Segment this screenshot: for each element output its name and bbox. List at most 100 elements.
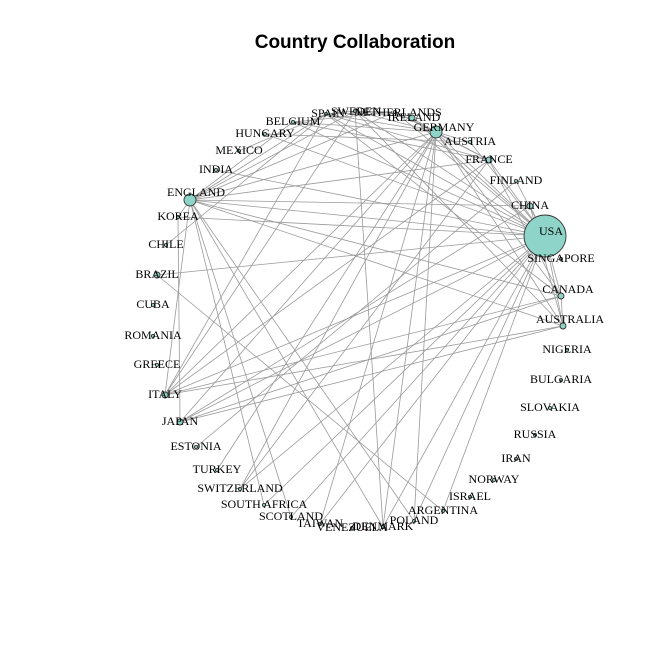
node-poland	[411, 518, 417, 524]
edge-england-spain	[189, 113, 327, 201]
node-brazil	[153, 271, 161, 279]
node-spain	[323, 111, 329, 117]
edge-chile-spain	[165, 113, 327, 246]
label-canada: CANADA	[542, 282, 594, 296]
label-denmark: DENMARK	[353, 519, 414, 533]
node-turkey	[214, 467, 220, 473]
label-israel: ISRAEL	[449, 489, 491, 503]
edge-usa-italy	[164, 235, 546, 396]
node-germany	[429, 125, 443, 139]
label-turkey: TURKEY	[193, 462, 242, 476]
node-england	[183, 193, 197, 207]
edge-usa-hungary	[264, 133, 546, 237]
edge-england-germany	[189, 131, 437, 201]
label-austria: AUSTRIA	[444, 134, 496, 148]
edge-japan-china	[179, 205, 531, 423]
node-mexico	[236, 148, 242, 154]
edge-germany-italy	[164, 131, 437, 396]
label-nigeria: NIGERIA	[542, 342, 592, 356]
label-bulgaria: BULGARIA	[530, 372, 592, 386]
edge-usa-brazil	[156, 235, 546, 276]
edge-france-italy	[164, 159, 490, 396]
edge-australia-italy	[164, 325, 564, 396]
edge-england-italy	[164, 199, 191, 396]
edge-usa-taiwan	[319, 235, 546, 525]
edge-layer	[156, 110, 564, 528]
label-norway: NORWAY	[469, 472, 520, 486]
label-slovakia: SLOVAKIA	[520, 400, 580, 414]
edge-usa-south-africa	[263, 235, 546, 506]
label-hungary: HUNGARY	[235, 126, 295, 140]
edge-japan-korea	[177, 216, 181, 423]
label-sweden: SWEDEN	[331, 104, 381, 118]
edge-australia-japan	[179, 325, 564, 423]
node-romania	[150, 333, 156, 339]
label-usa: USA	[539, 224, 563, 238]
edge-usa-denmark	[382, 235, 546, 528]
edge-canada-spain	[325, 113, 562, 297]
node-china	[526, 202, 534, 210]
node-usa	[523, 214, 567, 258]
edge-germany-australia	[435, 131, 564, 327]
edge-france-spain	[325, 113, 490, 161]
edge-usa-spain	[325, 113, 546, 237]
label-ireland: IRELAND	[388, 110, 441, 124]
label-iran: IRAN	[501, 451, 531, 465]
node-slovakia	[547, 405, 553, 411]
node-chile	[163, 242, 169, 248]
edge-usa-poland	[413, 235, 546, 522]
label-greece: GREECE	[134, 357, 181, 371]
label-argentina: ARGENTINA	[408, 503, 478, 517]
node-venezuela	[349, 525, 355, 531]
node-israel	[467, 494, 473, 500]
edge-mexico-spain	[238, 113, 327, 152]
edge-usa-germany	[435, 131, 546, 237]
edge-england-australia	[189, 199, 564, 327]
edge-germany-canada	[435, 131, 562, 297]
edge-usa-switzerland	[239, 235, 546, 490]
label-italy: ITALY	[148, 387, 182, 401]
label-germany: GERMANY	[414, 120, 475, 134]
label-poland: POLAND	[390, 513, 439, 527]
edge-germany-taiwan	[319, 131, 437, 525]
edge-estonia-finland	[195, 180, 517, 448]
edge-germany-denmark	[382, 131, 437, 528]
label-mexico: MEXICO	[215, 143, 263, 157]
edge-germany-belgium	[292, 121, 437, 133]
edge-usa-argentina	[442, 235, 546, 512]
edge-england-denmark	[189, 199, 384, 528]
label-brazil: BRAZIL	[135, 267, 178, 281]
edge-france-switzerland	[239, 159, 490, 490]
node-austria	[467, 139, 473, 145]
edge-canada-italy	[164, 295, 562, 396]
label-cuba: CUBA	[136, 297, 170, 311]
node-bulgaria	[558, 377, 564, 383]
node-layer	[150, 108, 570, 531]
label-estonia: ESTONIA	[170, 439, 221, 453]
node-greece	[154, 362, 160, 368]
edge-usa-japan	[179, 235, 546, 423]
edge-ireland-sweden	[354, 110, 413, 119]
label-spain: SPAIN	[311, 106, 345, 120]
label-venezuela: VENEZUELA	[316, 520, 388, 534]
label-australia: AUSTRALIA	[536, 312, 604, 326]
edge-france-belgium	[292, 121, 490, 161]
label-india: INDIA	[199, 162, 233, 176]
label-china: CHINA	[511, 198, 549, 212]
edge-usa-scotland	[290, 235, 546, 518]
node-south-africa	[261, 502, 267, 508]
node-canada	[557, 292, 565, 300]
node-cuba	[150, 302, 156, 308]
label-taiwan: TAIWAN	[297, 516, 344, 530]
label-singapore: SINGAPORE	[527, 251, 594, 265]
edge-usa-korea	[177, 216, 546, 237]
edge-england-france	[189, 159, 490, 201]
edge-australia-sweden	[354, 110, 564, 327]
node-denmark	[380, 524, 386, 530]
node-switzerland	[237, 486, 243, 492]
node-finland	[513, 178, 519, 184]
edge-spain-netherlands	[325, 111, 396, 115]
node-italy	[161, 391, 169, 399]
edge-hungary-austria	[264, 133, 471, 143]
